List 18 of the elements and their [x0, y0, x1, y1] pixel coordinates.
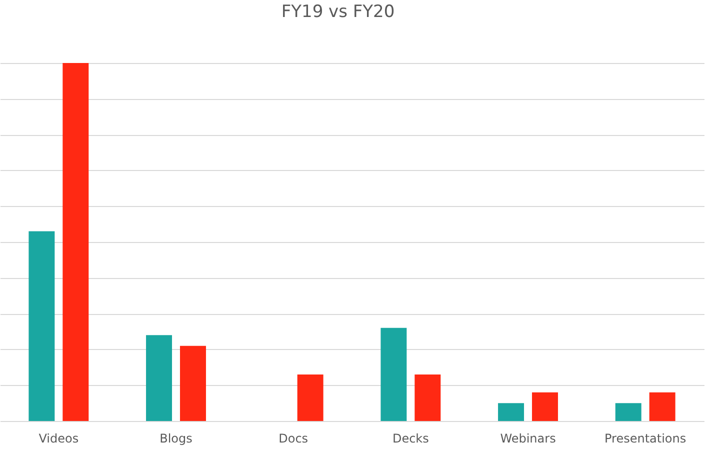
x-tick-label: Decks [392, 432, 429, 446]
bar [498, 403, 524, 421]
bar [414, 374, 441, 421]
x-tick-label: Webinars [500, 432, 556, 446]
x-tick-label: Blogs [160, 432, 192, 446]
chart-title: FY19 vs FY20 [281, 2, 395, 22]
bar [62, 63, 89, 421]
x-tick-label: Presentations [604, 432, 686, 446]
bar [649, 392, 676, 421]
bar [532, 392, 558, 421]
bar [297, 374, 324, 421]
bar [615, 403, 642, 421]
x-tick-label: Docs [278, 432, 308, 446]
x-tick-label: Videos [38, 432, 79, 446]
bar [180, 346, 206, 421]
bar [380, 328, 407, 421]
bar [28, 231, 55, 421]
bar [146, 335, 172, 421]
